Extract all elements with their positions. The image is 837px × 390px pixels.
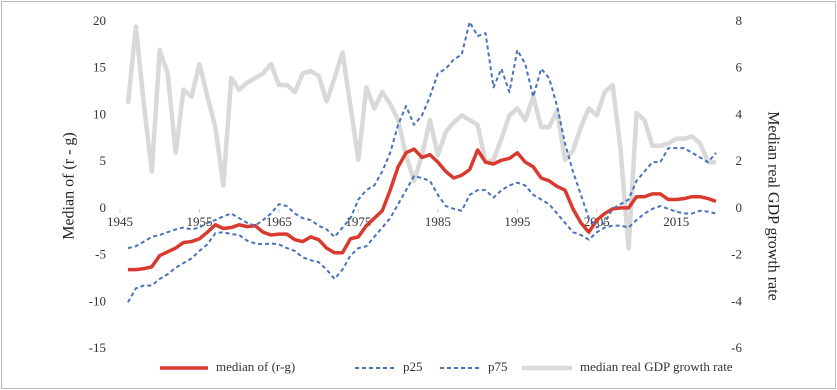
y2-axis-title: Median real GDP growth rate [764, 111, 781, 301]
x-tick-label: 1955 [186, 214, 212, 229]
legend-label: median real GDP growth rate [580, 359, 733, 374]
y-tick-label: 10 [93, 106, 106, 121]
y2-tick-label: 2 [736, 153, 743, 168]
series-line [127, 147, 717, 272]
y-tick-label: -10 [89, 293, 106, 308]
legend-label: median of (r-g) [216, 359, 295, 374]
legend-label: p25 [403, 359, 423, 374]
y2-tick-label: 0 [736, 200, 743, 215]
y2-tick-label: -2 [731, 247, 742, 262]
y2-tick-label: -6 [731, 340, 742, 355]
y-tick-label: -5 [95, 247, 106, 262]
x-tick-label: 1965 [266, 214, 292, 229]
x-tick-label: 2015 [663, 214, 689, 229]
y2-tick-label: 6 [736, 60, 743, 75]
x-tick-label: 1995 [504, 214, 530, 229]
y-tick-label: -15 [89, 340, 106, 355]
y-tick-label: 15 [93, 60, 106, 75]
y2-tick-label: -4 [731, 293, 742, 308]
legend-label: p75 [488, 359, 508, 374]
series-line [127, 175, 717, 303]
y2-tick-label: 8 [736, 13, 743, 28]
y-tick-label: 20 [93, 13, 106, 28]
y-tick-label: 5 [100, 153, 107, 168]
series-line [127, 21, 717, 250]
y2-tick-label: 4 [736, 106, 743, 121]
y-axis-title: Median of (r - g) [61, 132, 78, 240]
x-tick-label: 1945 [107, 214, 133, 229]
x-tick-label: 1985 [425, 214, 451, 229]
y-tick-label: 0 [100, 200, 107, 215]
